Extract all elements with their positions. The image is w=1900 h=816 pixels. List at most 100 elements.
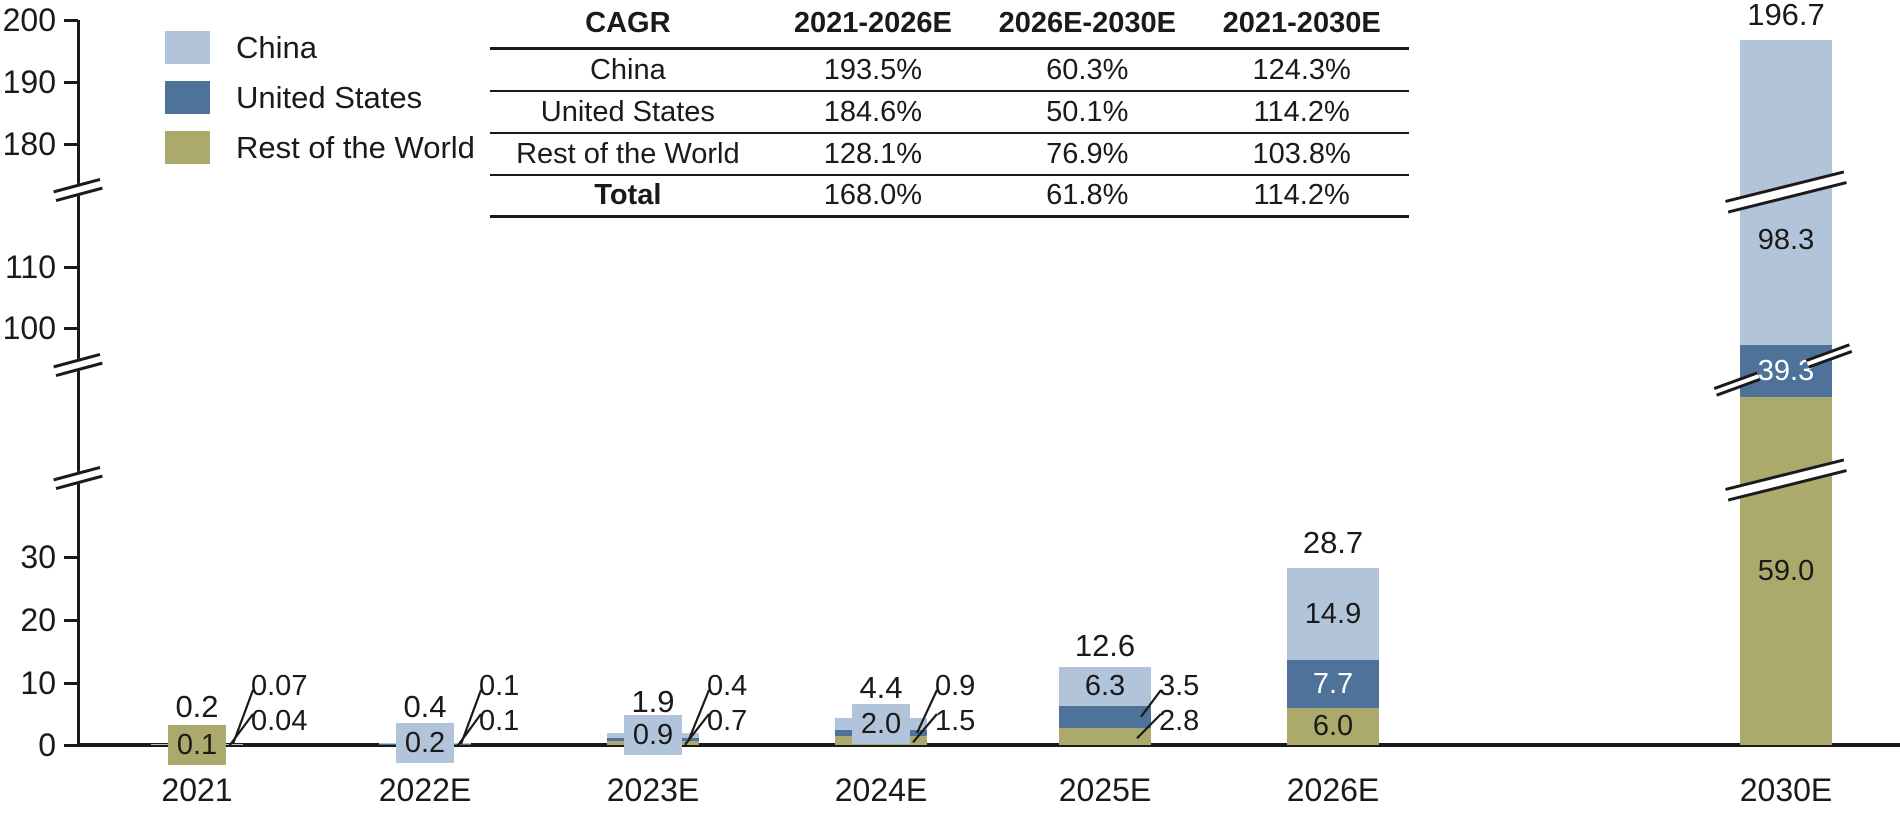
bar-segment-china: [1059, 666, 1151, 706]
bar-total-label: 0.2: [175, 689, 219, 724]
legend-swatch-united-states: [165, 81, 210, 114]
callout-label: 0.1: [479, 705, 520, 737]
cagr-cell: 50.1%: [1046, 95, 1129, 128]
y-tick: [64, 555, 78, 559]
bar-segment-label: 59.0: [1757, 555, 1815, 587]
category-label: 2024E: [834, 772, 928, 808]
bar-segment-united-states: [1740, 345, 1832, 397]
legend-item: China: [165, 31, 475, 64]
bar-label-box: 0.2: [396, 723, 454, 764]
callout-label: 0.04: [251, 705, 308, 737]
cagr-cell: 76.9%: [1046, 137, 1129, 170]
legend-label: Rest of the World: [236, 130, 475, 165]
bar-label-box: 0.9: [624, 715, 682, 756]
legend-swatch-rest-of-world: [165, 131, 210, 164]
legend: China United States Rest of the World: [165, 31, 475, 181]
bar-total-label: 12.6: [1074, 628, 1136, 663]
cagr-header-cell: 2026E-2030E: [998, 7, 1176, 39]
cagr-cell: 114.2%: [1253, 95, 1350, 128]
y-tick-label: 190: [2, 64, 56, 100]
cagr-cell: 114.2%: [1253, 179, 1350, 211]
bar-segment-label: 7.7: [1312, 667, 1354, 700]
y-axis-line: [76, 20, 80, 745]
bar-segment-label: 6.0: [1312, 710, 1354, 743]
cagr-row-label: China: [589, 53, 666, 86]
bar-segment-label: 14.9: [1304, 597, 1362, 630]
cagr-row-china: China 193.5% 60.3% 124.3%: [490, 50, 1409, 92]
category-label: 2023E: [606, 772, 700, 808]
bar-total-label: 0.4: [403, 689, 447, 724]
cagr-cell: 128.1%: [823, 137, 923, 170]
y-tick-label: 10: [20, 665, 56, 701]
cagr-table: CAGR 2021-2026E 2026E-2030E 2021-2030E C…: [490, 0, 1409, 218]
legend-label: United States: [236, 80, 423, 115]
bar-segment-label: 6.3: [1084, 670, 1126, 703]
category-label: 2025E: [1058, 772, 1152, 808]
cagr-cell: 60.3%: [1046, 53, 1129, 86]
cagr-header-cell: 2021-2030E: [1222, 7, 1381, 39]
legend-item: United States: [165, 81, 475, 114]
cagr-cell: 193.5%: [823, 53, 923, 86]
category-label: 2026E: [1286, 772, 1380, 808]
y-tick-label: 30: [20, 539, 56, 575]
y-tick: [64, 618, 78, 622]
legend-label: China: [236, 30, 317, 65]
cagr-row-united-states: United States 184.6% 50.1% 114.2%: [490, 92, 1409, 134]
bar-label-box: 0.1: [168, 724, 226, 765]
category-label: 2022E: [378, 772, 472, 808]
cagr-row-label: United States: [540, 95, 715, 128]
y-tick-label: 0: [38, 727, 56, 763]
cagr-cell: 103.8%: [1252, 137, 1351, 170]
category-label: 2030E: [1739, 772, 1833, 808]
callout-label: 1.5: [935, 705, 976, 737]
y-tick: [64, 681, 78, 685]
legend-item: Rest of the World: [165, 131, 475, 164]
bar-segment-united-states: [1059, 705, 1151, 728]
bar-segment-label: 39.3: [1757, 355, 1815, 387]
cagr-row-rest-of-world: Rest of the World 128.1% 76.9% 103.8%: [490, 134, 1409, 176]
callout-label: 0.1: [479, 670, 520, 702]
cagr-cell: 61.8%: [1046, 179, 1129, 211]
cagr-header-row: CAGR 2021-2026E 2026E-2030E 2021-2030E: [490, 0, 1409, 50]
bar-total-label: 28.7: [1302, 525, 1364, 560]
y-tick: [64, 142, 78, 146]
callout-label: 3.5: [1159, 670, 1200, 702]
y-tick: [64, 326, 78, 330]
bar-total-label: 1.9: [631, 684, 675, 719]
y-tick: [64, 80, 78, 84]
callout-label: 0.9: [935, 670, 976, 702]
bar-total-label: 4.4: [859, 670, 903, 705]
y-tick-label: 20: [20, 602, 56, 638]
cagr-row-label: Total: [594, 179, 662, 211]
y-tick-label: 200: [2, 2, 56, 38]
legend-swatch-china: [165, 31, 210, 64]
bar-segment-china: [1287, 567, 1379, 661]
bar-segment-rest-of-world: [1287, 707, 1379, 745]
cagr-header-cell: CAGR: [585, 7, 671, 39]
cagr-cell: 168.0%: [823, 179, 923, 211]
y-tick-label: 110: [4, 249, 56, 285]
callout-label: 0.7: [707, 705, 748, 737]
callout-label: 0.4: [707, 670, 748, 702]
bar-total-label: 196.7: [1747, 0, 1825, 32]
category-label: 2021: [161, 772, 233, 808]
y-tick: [64, 265, 78, 269]
cagr-row-total: Total 168.0% 61.8% 114.2%: [490, 176, 1409, 218]
bar-segment-label: 98.3: [1757, 224, 1815, 256]
bar-segment-rest-of-world: [1059, 727, 1151, 745]
y-tick: [64, 18, 78, 22]
bar-segment-rest-of-world: [1740, 397, 1832, 745]
callout-label: 2.8: [1159, 705, 1200, 737]
y-tick: [64, 743, 78, 747]
bar-label-box: 2.0: [852, 703, 910, 744]
cagr-cell: 124.3%: [1252, 53, 1351, 86]
x-axis-line: [78, 743, 1900, 747]
bar-segment-united-states: [1287, 660, 1379, 708]
cagr-header-cell: 2021-2026E: [793, 7, 952, 39]
callout-label: 0.07: [251, 670, 308, 702]
y-tick-label: 100: [2, 310, 56, 346]
y-tick-label: 180: [2, 126, 56, 162]
cagr-cell: 184.6%: [823, 95, 923, 128]
cagr-row-label: Rest of the World: [516, 137, 740, 170]
